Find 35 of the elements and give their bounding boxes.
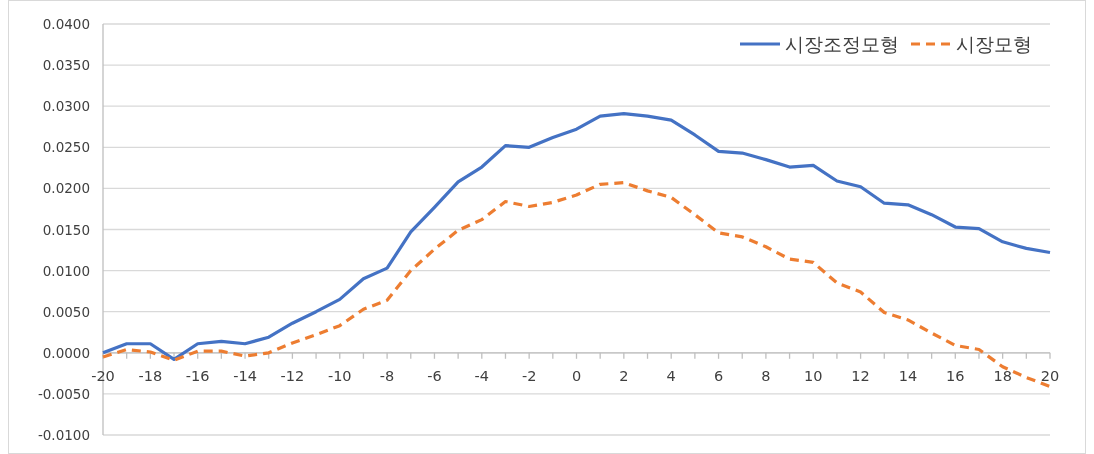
y-tick-label: 0.0250 [42,139,90,156]
legend-label: 시장조정모형 [785,33,899,55]
y-tick-label: 0.0050 [42,303,90,320]
x-tick-label: -8 [379,367,395,384]
x-tick-label: -16 [185,367,210,384]
x-tick-label: 4 [666,367,676,384]
x-tick-label: 16 [946,367,965,384]
x-tick-label: -12 [280,367,305,384]
x-tick-label: 12 [851,367,870,384]
x-tick-label: -2 [521,367,537,384]
y-tick-label: 0.0300 [42,98,90,115]
x-tick-label: 0 [571,367,582,384]
x-tick-label: -4 [474,367,490,384]
x-tick-label: -20 [91,367,115,384]
y-tick-label: 0.0400 [42,16,90,32]
y-tick-label: 0.0150 [42,221,90,238]
x-tick-label: 2 [619,367,629,384]
x-tick-label: 18 [993,367,1012,384]
x-tick-label: -6 [427,367,442,384]
y-tick-label: 0.0350 [42,57,90,74]
y-tick-label: -0.0050 [37,385,90,402]
x-tick-label: -18 [138,367,163,384]
y-tick-label: 0.0100 [42,262,90,279]
y-tick-label: 0.0000 [42,344,90,361]
x-tick-label: 8 [761,367,771,384]
legend-label: 시장모형 [956,33,1032,55]
y-tick-label: -0.0100 [37,427,90,443]
x-tick-label: 10 [804,367,823,384]
x-tick-label: 14 [898,367,918,384]
x-tick-label: -10 [327,367,352,384]
x-tick-label: 6 [713,367,724,384]
y-tick-label: 0.0200 [42,180,90,197]
x-tick-label: -14 [233,367,257,384]
x-tick-label: 20 [1040,367,1060,384]
line-series [101,112,1052,361]
